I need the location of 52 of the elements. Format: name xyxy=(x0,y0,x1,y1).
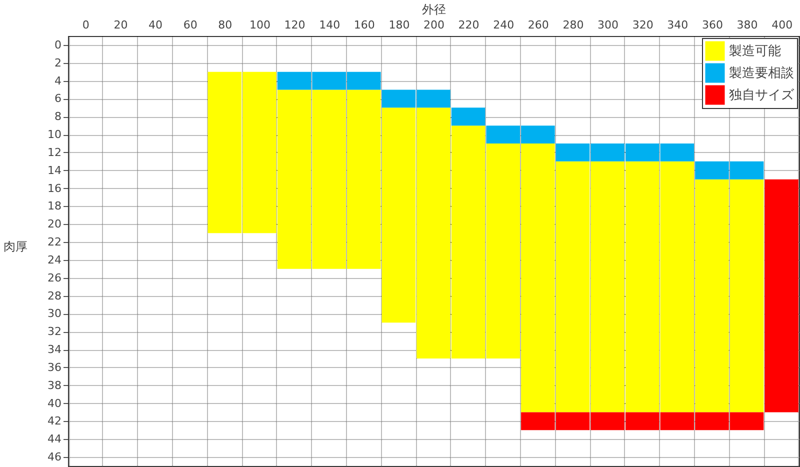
bar xyxy=(764,179,798,412)
x-tick-label: 120 xyxy=(284,18,306,32)
x-tick-label: 20 xyxy=(114,18,128,32)
legend-label: 製造要相談 xyxy=(729,66,794,81)
legend-label: 製造可能 xyxy=(729,44,781,59)
x-tick-label: 220 xyxy=(458,18,480,32)
y-tick-label: 28 xyxy=(48,289,62,302)
x-tick-label: 140 xyxy=(319,18,340,32)
y-tick-label: 42 xyxy=(48,414,62,428)
y-tick-label: 8 xyxy=(54,110,62,124)
y-tick-label: 26 xyxy=(48,271,62,284)
y-tick-label: 10 xyxy=(48,128,62,142)
y-tick-label: 44 xyxy=(48,432,62,446)
y-tick-label: 14 xyxy=(48,164,62,177)
x-tick-label: 80 xyxy=(218,18,232,32)
y-tick-label: 32 xyxy=(48,325,62,338)
x-tick-label: 160 xyxy=(354,18,375,32)
x-tick-label: 0 xyxy=(82,18,90,32)
x-tick-label: 400 xyxy=(772,18,793,32)
x-tick-label: 40 xyxy=(148,18,163,32)
y-tick-label: 12 xyxy=(48,146,62,159)
x-tick-label: 380 xyxy=(736,18,758,32)
y-tick-label: 16 xyxy=(48,182,62,195)
x-tick-label: 100 xyxy=(249,18,270,32)
y-tick-label: 46 xyxy=(48,450,62,464)
y-tick-label: 20 xyxy=(48,218,62,231)
x-tick-label: 180 xyxy=(388,18,410,32)
x-tick-label: 280 xyxy=(562,18,584,32)
y-tick-label: 38 xyxy=(48,378,62,392)
x-tick-label: 360 xyxy=(702,18,723,32)
y-tick-label: 34 xyxy=(48,343,62,356)
x-axis-title: 外径 xyxy=(422,2,446,16)
y-tick-label: 0 xyxy=(54,38,62,52)
x-tick-label: 60 xyxy=(183,18,198,32)
y-tick-label: 36 xyxy=(48,360,62,374)
x-tick-label: 320 xyxy=(632,18,654,32)
y-tick-label: 24 xyxy=(48,253,62,266)
y-tick-label: 4 xyxy=(54,74,62,88)
y-tick-label: 30 xyxy=(48,307,62,320)
y-tick-label: 22 xyxy=(48,236,62,249)
bar xyxy=(451,108,486,126)
x-tick-label: 260 xyxy=(528,18,549,32)
y-tick-label: 6 xyxy=(54,92,62,106)
legend-label: 独自サイズ xyxy=(729,88,795,103)
y-axis-title: 肉厚 xyxy=(4,240,28,254)
y-tick-label: 40 xyxy=(48,396,62,410)
x-tick-label: 300 xyxy=(598,18,619,32)
x-tick-label: 240 xyxy=(493,18,514,32)
x-tick-label: 340 xyxy=(667,18,688,32)
y-tick-label: 18 xyxy=(48,200,62,213)
y-tick-label: 2 xyxy=(54,56,62,70)
x-tick-label: 200 xyxy=(424,18,444,32)
